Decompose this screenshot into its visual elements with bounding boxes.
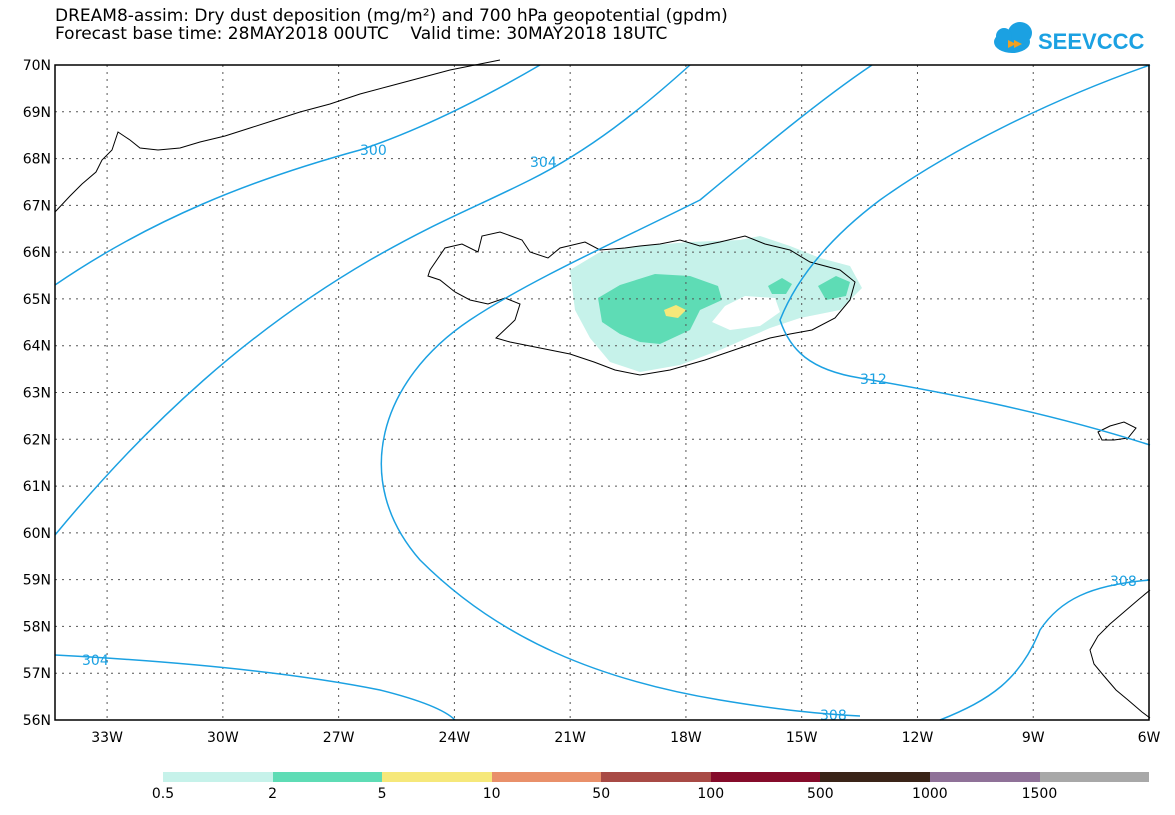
contour-label-304-north: 304: [530, 155, 557, 171]
seevccc-logo: SEEVCCC: [994, 22, 1144, 54]
legend-swatch: [820, 772, 930, 782]
contour-label-304-south: 304: [82, 653, 109, 669]
legend-swatch: [163, 772, 273, 782]
lat-label: 64N: [23, 339, 51, 355]
legend-label: 1000: [912, 786, 948, 802]
lat-label: 69N: [23, 105, 51, 121]
contour-312: [779, 64, 1151, 446]
lon-label: 9W: [1022, 730, 1045, 746]
legend-label: 2: [268, 786, 278, 802]
legend-swatch: [491, 772, 602, 782]
legend-swatch: [601, 772, 711, 782]
lat-label: 70N: [23, 58, 51, 74]
iceland-coastline: [427, 231, 856, 376]
lon-label: 12W: [902, 730, 934, 746]
lat-label: 57N: [23, 666, 51, 682]
lat-label: 56N: [23, 713, 51, 729]
contour-308-main: [380, 64, 873, 717]
legend-label: 10: [482, 786, 501, 802]
map-frame: [54, 64, 1150, 721]
legend-swatch: [1039, 772, 1150, 782]
lat-label: 66N: [23, 245, 51, 261]
dust-deposition-shading: [570, 236, 862, 372]
longitude-labels: 33W 30W 27W 24W 21W 18W 15W 12W 9W 6W: [91, 730, 1160, 746]
lat-label: 65N: [23, 292, 51, 308]
legend-label: 5: [377, 786, 387, 802]
lat-label: 59N: [23, 573, 51, 589]
contour-304-north: [54, 64, 691, 536]
lon-label: 24W: [439, 730, 471, 746]
legend-swatch: [382, 772, 492, 782]
legend-swatch: [272, 772, 383, 782]
lon-label: 18W: [670, 730, 702, 746]
legend-swatch: [710, 772, 821, 782]
lat-label: 60N: [23, 526, 51, 542]
lat-label: 63N: [23, 386, 51, 402]
greenland-coastline: [54, 59, 501, 213]
dust-region-medium-2: [768, 278, 792, 294]
legend-labels: 0.5 2 5 10 50 100 500 1000 1500: [0, 786, 1175, 806]
lat-lon-grid: [55, 65, 1149, 720]
lon-label: 15W: [786, 730, 818, 746]
lon-label: 27W: [323, 730, 355, 746]
contour-labels: 300 304 304 308 308 312: [82, 143, 1137, 724]
legend-label: 100: [697, 786, 725, 802]
contour-label-300: 300: [360, 143, 387, 159]
contour-label-308-southeast: 308: [1110, 574, 1137, 590]
scotland-coastline: [1089, 589, 1151, 719]
lat-label: 68N: [23, 152, 51, 168]
lon-label: 33W: [91, 730, 123, 746]
legend-label: 1500: [1021, 786, 1058, 802]
dust-region-medium-3: [818, 276, 850, 300]
latitude-labels: 70N 69N 68N 67N 66N 65N 64N 63N 62N 61N 60N 59N 58N 5…: [23, 58, 51, 729]
contour-304-south: [54, 654, 456, 721]
contour-300: [54, 64, 541, 286]
lat-label: 58N: [23, 619, 51, 635]
geopotential-contours: [54, 64, 1151, 721]
coastlines: [54, 59, 1151, 719]
faroe-islands: [1097, 421, 1137, 441]
title-line-2: Forecast base time: 28MAY2018 00UTC Vali…: [55, 24, 668, 44]
lat-label: 61N: [23, 479, 51, 495]
color-legend: [163, 772, 1150, 782]
legend-label: 50: [592, 786, 611, 802]
title-line-1: DREAM8-assim: Dry dust deposition (mg/m²…: [55, 6, 728, 26]
legend-swatch: [929, 772, 1040, 782]
dust-region-medium-1: [598, 274, 722, 344]
contour-label-308-south: 308: [820, 708, 847, 724]
contour-label-312: 312: [860, 372, 887, 388]
lon-label: 21W: [554, 730, 586, 746]
legend-label: 500: [806, 786, 834, 802]
lon-label: 30W: [207, 730, 239, 746]
lon-label: 6W: [1138, 730, 1161, 746]
cloud-icon: [994, 22, 1032, 53]
legend-label: 0.5: [151, 786, 175, 802]
lat-label: 67N: [23, 198, 51, 214]
logo-text: SEEVCCC: [1038, 29, 1144, 54]
dust-region-high: [664, 305, 686, 318]
contour-308-southeast: [939, 579, 1151, 721]
lat-label: 62N: [23, 432, 51, 448]
